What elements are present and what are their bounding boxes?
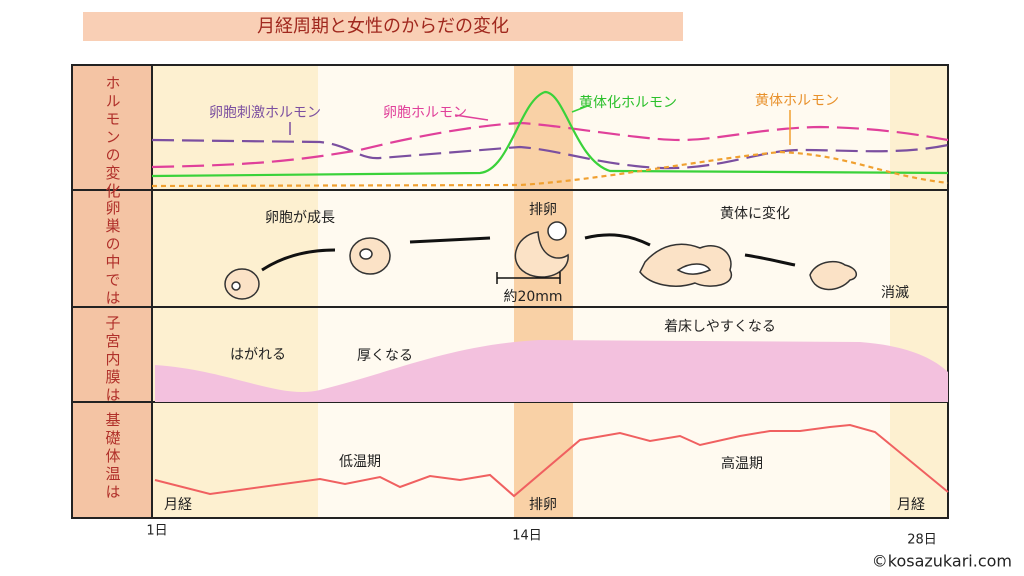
row-label: ホルモンの変化 (104, 75, 122, 201)
row-label: 卵巣の中では (104, 200, 122, 308)
ovary-label: 黄体に変化 (720, 205, 790, 222)
day-label: 28日 (907, 533, 937, 548)
title-box (83, 12, 683, 41)
day-label: 1日 (146, 524, 167, 539)
uterus-label: はがれる (230, 347, 286, 363)
ovary-label: 排卵 (529, 202, 557, 218)
temp-label: 月経 (164, 497, 192, 513)
credit: ©kosazukari.com (872, 552, 1012, 571)
temp-label: 月経 (897, 497, 925, 513)
temp-label: 排卵 (529, 497, 557, 513)
day-label: 14日 (512, 529, 542, 544)
uterus-label: 厚くなる (357, 348, 413, 364)
temp-label: 高温期 (721, 455, 763, 472)
ovary-label: 約20mm (503, 289, 562, 305)
hormone-label: 卵胞ホルモン (383, 105, 467, 121)
ovary-label: 卵胞が成長 (265, 210, 335, 226)
uterus-label: 着床しやすくなる (664, 319, 776, 335)
row-label: 子宮内膜は (104, 315, 122, 405)
hormone-label: 黄体化ホルモン (579, 94, 677, 111)
row-label: 基礎体温は (104, 412, 122, 502)
hormone-label: 黄体ホルモン (755, 92, 839, 109)
title: 月経周期と女性のからだの変化 (257, 16, 509, 37)
ovary-label: 消滅 (881, 285, 909, 301)
temp-label: 低温期 (339, 454, 381, 470)
hormone-label: 卵胞刺激ホルモン (209, 104, 321, 121)
